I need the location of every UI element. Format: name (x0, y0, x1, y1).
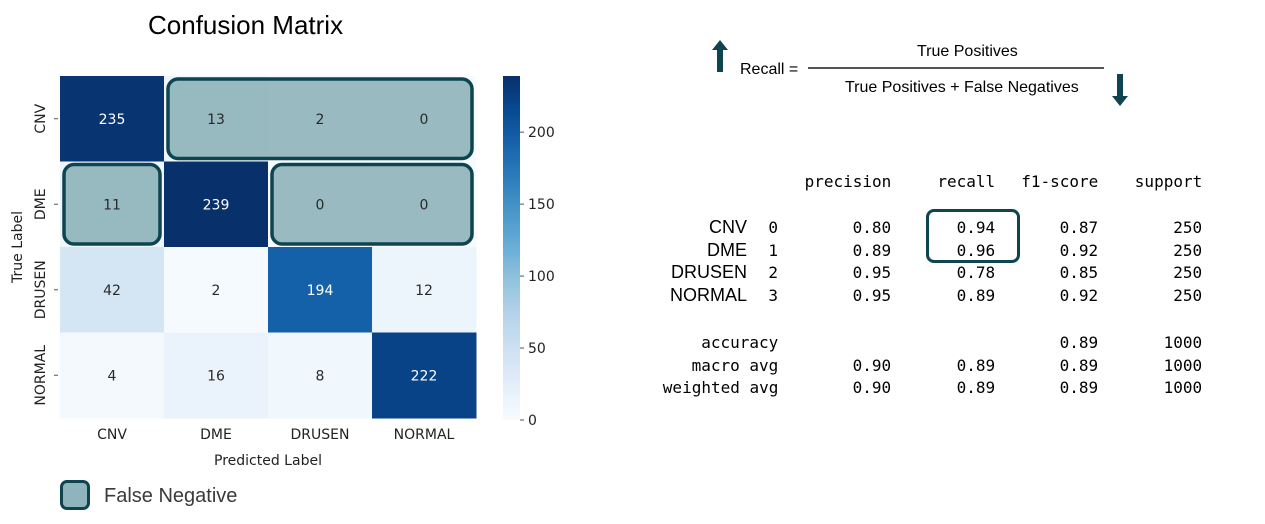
summary-row-label: accuracy (701, 333, 779, 352)
x-tick-label: NORMAL (394, 427, 455, 443)
heatmap-cell (60, 76, 165, 162)
summary-row-label: macro avg (691, 355, 779, 375)
y-tick-label: DME (33, 188, 49, 220)
arrow-up-icon (712, 40, 728, 72)
chart-title: Confusion Matrix (148, 10, 344, 40)
report-cell: 0.89 (956, 285, 996, 305)
colorbar-tick-label: 150 (528, 197, 555, 213)
cell-value-label: 222 (411, 368, 438, 384)
class-name-label: CNV (708, 217, 747, 237)
formula-fraction-line (808, 67, 1104, 69)
colorbar-tick-label: 200 (528, 125, 555, 141)
report-cell: 0.87 (1059, 218, 1099, 237)
class-index: 0 (768, 218, 779, 237)
report-cell: 0.96 (956, 240, 996, 260)
heatmap-cell (164, 161, 269, 248)
report-cell: 0.94 (956, 218, 996, 237)
class-index: 2 (768, 263, 779, 283)
cell-value-label: 42 (103, 283, 121, 299)
report-cell: 0.92 (1059, 285, 1099, 305)
y-tick-label: CNV (33, 103, 49, 133)
cell-value-label: 16 (207, 368, 225, 384)
colorbar-tick-label: 100 (528, 269, 555, 285)
heatmap-cell (60, 247, 165, 333)
cell-value-label: 0 (420, 197, 429, 213)
recall-formula-label: Recall = (740, 61, 799, 78)
heatmap-cell (268, 247, 373, 333)
class-index: 1 (768, 240, 779, 260)
formula-numerator: True Positives (917, 43, 1018, 60)
report-cell: 0.78 (956, 263, 996, 283)
x-axis-label: Predicted Label (214, 453, 322, 469)
cell-value-label: 2 (316, 112, 325, 128)
report-cell: 0.90 (852, 355, 892, 375)
recall-highlight-box (926, 209, 1020, 263)
column-header: support (1134, 172, 1203, 191)
cell-value-label: 235 (99, 112, 126, 128)
cell-value-label: 4 (108, 368, 117, 384)
report-cell: 0.89 (1059, 378, 1099, 398)
class-name-label: DRUSEN (670, 262, 747, 283)
heatmap-cell (164, 332, 269, 419)
confusion-matrix-heatmap: 235 13 2 0 11 239 0 0 42 2 194 12 4 16 8 222 CNV DME DRUSE… (10, 76, 555, 469)
false-negative-highlight (270, 162, 474, 246)
report-cell: 250 (1173, 263, 1203, 283)
y-tick-label: NORMAL (33, 345, 49, 406)
x-tick-label: DRUSEN (291, 427, 350, 443)
colorbar-tick-label: 50 (528, 341, 546, 357)
formula-denominator: True Positives + False Negatives (845, 79, 1079, 96)
report-cell: 0.90 (852, 378, 892, 398)
arrow-down-icon (1112, 74, 1128, 106)
report-cell: 250 (1173, 285, 1203, 305)
cell-value-label: 194 (307, 283, 334, 299)
x-tick-label: CNV (97, 427, 127, 443)
report-cell: 0.85 (1059, 263, 1099, 283)
report-cell: 0.89 (1059, 333, 1099, 352)
colorbar-tick-label: 0 (528, 413, 537, 429)
heatmap-cell (372, 332, 477, 419)
report-cell: 0.95 (852, 285, 892, 305)
cell-value-label: 12 (415, 283, 433, 299)
column-header: precision (804, 172, 892, 191)
false-negative-legend-swatch (60, 480, 90, 510)
colorbar (503, 76, 520, 420)
cell-value-label: 8 (316, 368, 325, 384)
heatmap-cell (268, 332, 373, 419)
class-index: 3 (768, 285, 779, 305)
cell-value-label: 2 (212, 283, 221, 299)
cell-value-label: 11 (103, 197, 121, 213)
class-name-label: DME (707, 239, 747, 260)
x-tick-label: DME (200, 427, 232, 443)
column-header: recall (937, 172, 996, 191)
report-cell: 1000 (1163, 378, 1203, 398)
report-cell: 0.89 (852, 240, 892, 260)
heatmap-cell (60, 332, 165, 419)
report-cell: 250 (1173, 240, 1203, 260)
report-cell: 250 (1173, 218, 1203, 237)
heatmap-cell (372, 247, 477, 333)
false-negative-highlight (166, 77, 474, 161)
false-negative-legend-label: False Negative (104, 485, 238, 507)
summary-row-label: weighted avg (662, 378, 779, 398)
cell-value-label: 239 (203, 197, 230, 213)
report-cell: 0.80 (852, 218, 892, 237)
false-negative-highlight (62, 162, 162, 246)
report-cell: 1000 (1163, 355, 1203, 375)
report-cell: 0.89 (1059, 355, 1099, 375)
cell-value-label: 0 (316, 197, 325, 213)
report-cell: 0.95 (852, 263, 892, 283)
column-header: f1-score (1021, 172, 1099, 191)
cell-value-label: 0 (420, 112, 429, 128)
y-tick-label: DRUSEN (33, 260, 49, 319)
report-cell: 0.92 (1059, 240, 1099, 260)
report-cell: 1000 (1163, 333, 1203, 352)
heatmap-cell (164, 247, 269, 333)
cell-value-label: 13 (207, 112, 225, 128)
report-cell: 0.89 (956, 378, 996, 398)
y-axis-label: True Label (10, 211, 26, 284)
report-cell: 0.89 (956, 355, 996, 375)
class-name-label: NORMAL (669, 284, 747, 305)
